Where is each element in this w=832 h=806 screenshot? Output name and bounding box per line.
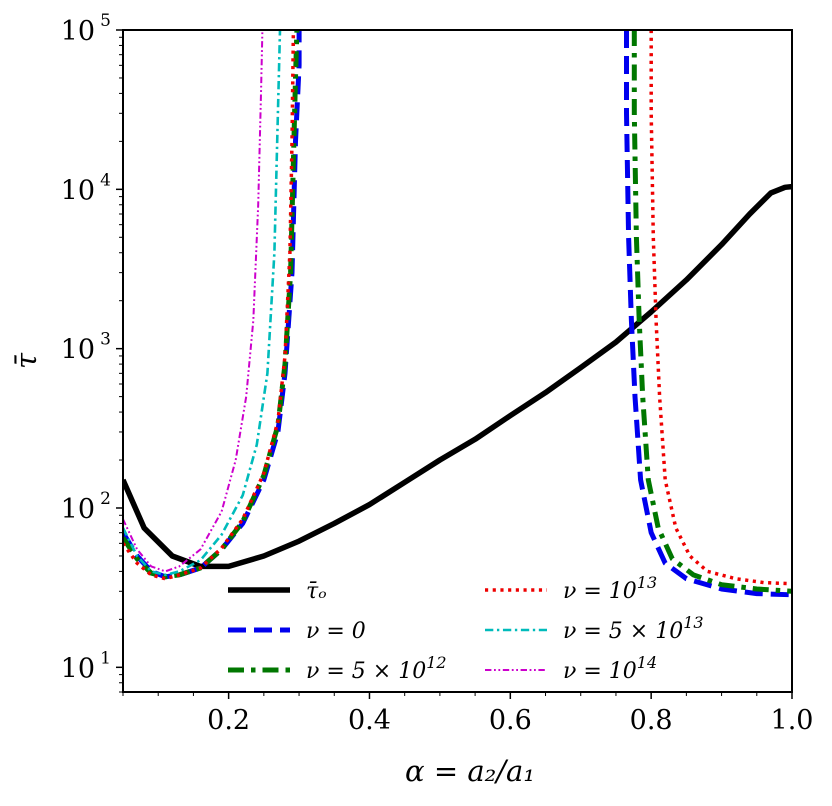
series-line--0 xyxy=(123,183,792,570)
series-line-10-0 xyxy=(123,30,296,581)
x-tick-label: 0.6 xyxy=(489,705,532,736)
y-axis-title: τ̄ xyxy=(9,352,43,369)
legend: τ̄ₒ ν = 0 ν = 5 × 1012 ν = 1013 ν = 5 × 1013… xyxy=(228,573,704,684)
y-tick-label: 10 xyxy=(61,175,95,206)
series-line-10-0 xyxy=(123,30,264,573)
x-tick-label: 1.0 xyxy=(771,705,814,736)
y-tick-label: 10 xyxy=(61,16,95,47)
series-line-10-1 xyxy=(649,30,792,586)
series-line-0-1 xyxy=(624,30,792,598)
x-tick-label: 0.4 xyxy=(348,705,391,736)
legend-label: ν = 1013 xyxy=(563,573,657,604)
y-tick-label: 10 xyxy=(61,335,95,366)
y-tick-label: 10 xyxy=(61,653,95,684)
y-tick-exponent: 5 xyxy=(100,11,111,31)
plot-frame xyxy=(122,29,793,693)
series-line-5-10-1 xyxy=(631,30,792,594)
y-tick-label: 10 xyxy=(61,494,95,525)
series-layer xyxy=(123,30,792,598)
legend-label: ν = 1014 xyxy=(563,653,657,684)
legend-label: ν = 5 × 1013 xyxy=(563,613,704,644)
y-tick-exponent: 2 xyxy=(100,489,111,509)
legend-label: ν = 0 xyxy=(306,619,366,644)
x-tick-label: 0.8 xyxy=(630,705,673,736)
legend-label: τ̄ₒ xyxy=(306,579,327,604)
y-tick-exponent: 3 xyxy=(100,330,111,350)
y-tick-exponent: 1 xyxy=(100,648,111,668)
x-tick-label: 0.2 xyxy=(207,705,250,736)
x-axis-title: α = a₂/a₁ xyxy=(405,754,535,788)
legend-label: ν = 5 × 1012 xyxy=(306,653,447,684)
y-tick-exponent: 4 xyxy=(100,170,111,190)
series-line-5-10-0 xyxy=(123,30,282,577)
